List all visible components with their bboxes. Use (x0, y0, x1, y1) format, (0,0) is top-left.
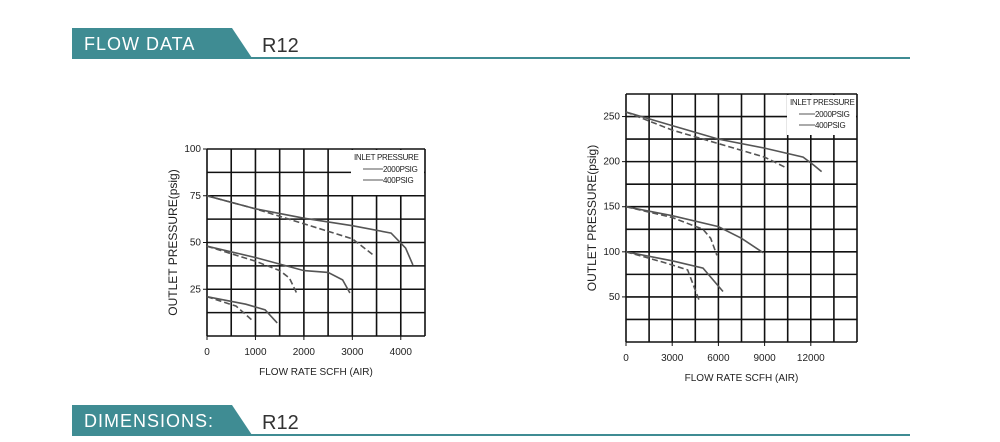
curve (206, 245, 351, 294)
y-tick-label: 75 (190, 191, 202, 202)
legend: INLET PRESSURE 2000PSIG 400PSIG (787, 95, 856, 135)
y-tick-label: 100 (603, 247, 620, 258)
dimensions-header: DIMENSIONS: R12 (72, 405, 910, 436)
curve (206, 295, 254, 322)
curve (625, 205, 764, 254)
legend-title: INLET PRESSURE (354, 153, 419, 162)
chart: 50 100 150 200 250 0 3000 6000 9000 12000 FLOW RAT… (585, 93, 858, 384)
curve (206, 195, 375, 257)
curve (206, 245, 298, 294)
curve (625, 251, 701, 303)
x-tick-label: 3000 (341, 347, 364, 358)
curve (206, 195, 414, 266)
header-model: R12 (262, 35, 299, 57)
x-tick-label: 0 (623, 353, 629, 364)
legend-title: INLET PRESSURE (790, 98, 855, 107)
y-tick-label: 250 (603, 112, 620, 123)
header-tab (72, 405, 252, 435)
x-tick-label: 12000 (797, 353, 825, 364)
y-tick-label: 100 (184, 144, 201, 155)
y-tick-label: 25 (190, 284, 202, 295)
x-tick-label: 3000 (661, 353, 684, 364)
x-tick-label: 4000 (390, 347, 413, 358)
header-title: FLOW DATA (84, 34, 195, 54)
legend-box (787, 95, 856, 135)
legend-label: 400PSIG (383, 176, 413, 185)
y-tick-label: 150 (603, 202, 620, 213)
x-tick-label: 2000 (293, 347, 316, 358)
curve (625, 111, 823, 173)
x-tick-label: 0 (204, 347, 210, 358)
x-axis-label: FLOW RATE SCFH (AIR) (259, 367, 373, 378)
flow-header: FLOW DATA R12 (72, 28, 910, 59)
header-model: R12 (262, 412, 299, 434)
legend-box (351, 150, 424, 195)
y-axis-label: OUTLET PRESSURE(psig) (166, 169, 180, 315)
y-tick-label: 50 (190, 238, 202, 249)
x-tick-label: 9000 (753, 353, 776, 364)
legend-label: 2000PSIG (815, 110, 850, 119)
x-tick-label: 6000 (707, 353, 730, 364)
y-axis-label: OUTLET PRESSURE(psig) (585, 145, 599, 291)
legend: INLET PRESSURE 2000PSIG 400PSIG (351, 150, 424, 195)
curve (625, 111, 785, 168)
x-axis-label: FLOW RATE SCFH (AIR) (685, 373, 799, 384)
curve (625, 205, 718, 256)
legend-label: 2000PSIG (383, 165, 418, 174)
curve (625, 251, 724, 293)
y-tick-label: 50 (609, 292, 621, 303)
x-tick-label: 1000 (244, 347, 267, 358)
legend-label: 400PSIG (815, 121, 845, 130)
y-tick-label: 200 (603, 157, 620, 168)
header-title: DIMENSIONS: (84, 411, 214, 431)
header-tab (72, 28, 252, 58)
curve (206, 295, 278, 324)
